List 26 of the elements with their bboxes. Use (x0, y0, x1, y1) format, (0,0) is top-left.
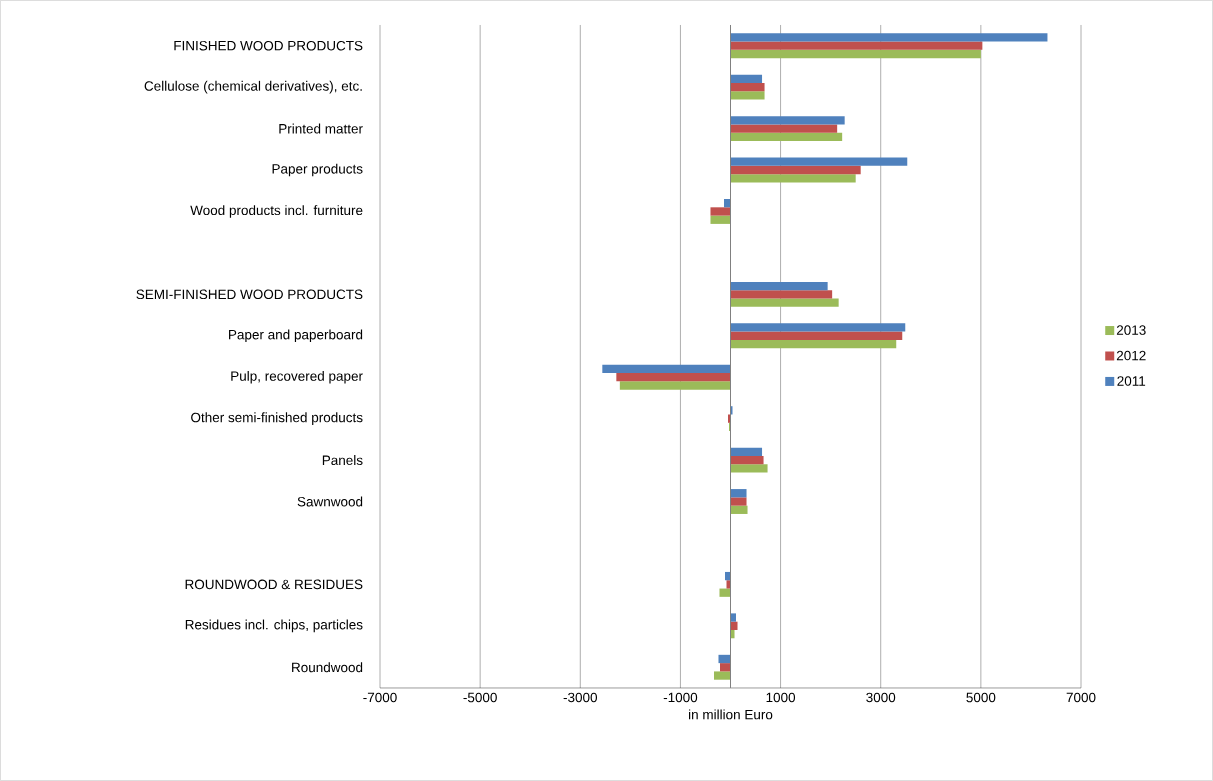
x-tick-label: -3000 (563, 692, 598, 703)
y-tick-label: Other semi-finished products (191, 412, 363, 425)
x-tick-label: -7000 (363, 692, 397, 703)
y-tick-label: Paper products (272, 163, 363, 177)
y-tick-label: Paper and paperboard (229, 329, 363, 343)
y-tick-label: Sawnwood (297, 496, 363, 507)
x-tick-label: 3000 (866, 692, 896, 703)
legend-label: 2012 (1116, 350, 1146, 361)
y-tick-label: ROUNDWOOD & RESIDUES (185, 579, 363, 590)
x-tick-label: -1000 (663, 692, 698, 703)
x-tick-label: 5000 (966, 692, 996, 703)
y-tick-label: Panels (322, 455, 363, 466)
y-tick-label: Roundwood (292, 662, 363, 673)
y-tick-label: Wood products incl. furniture (190, 205, 363, 218)
x-tick-label: -5000 (463, 692, 497, 703)
y-tick-label: SEMI-FINISHED WOOD PRODUCTS (136, 289, 363, 300)
y-tick-label: Residues incl. chips, particles (185, 619, 363, 633)
y-tick-label: FINISHED WOOD PRODUCTS (174, 40, 363, 51)
y-tick-label: Cellulose (chemical derivatives), etc. (144, 80, 362, 94)
y-tick-label: Printed matter (279, 123, 363, 134)
x-tick-label: 7000 (1066, 692, 1096, 703)
legend-label: 2011 (1117, 376, 1146, 386)
y-tick-label: Pulp, recovered paper (231, 370, 363, 384)
x-axis-title: in million Euro (689, 709, 773, 720)
legend-label: 2013 (1116, 325, 1146, 335)
x-tick-label: 1000 (766, 692, 796, 703)
